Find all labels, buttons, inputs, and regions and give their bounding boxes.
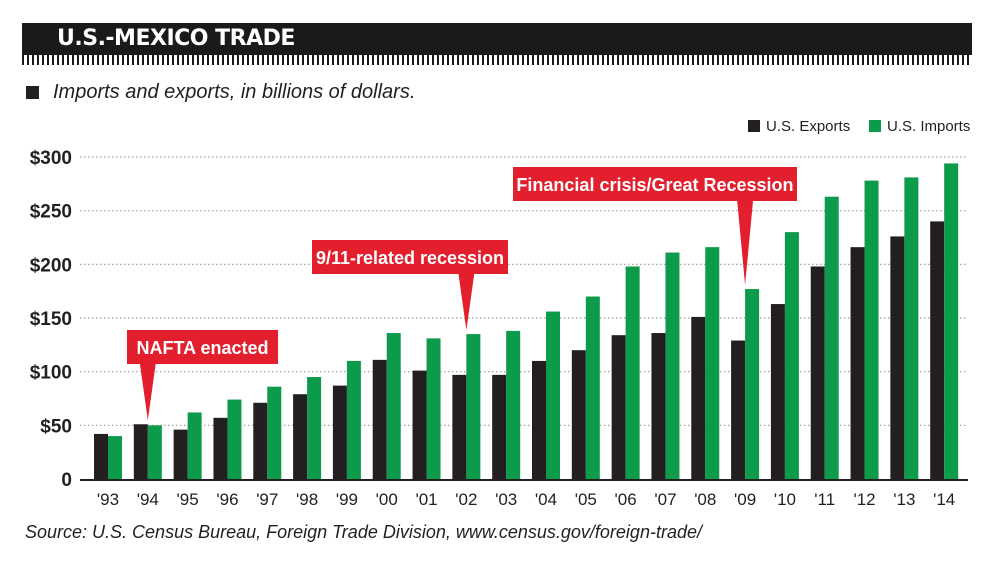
import-bar <box>426 338 441 479</box>
x-tick-label: '02 <box>455 490 477 509</box>
y-tick-label: $50 <box>40 416 72 437</box>
chart-subtitle: Imports and exports, in billions of doll… <box>53 80 416 103</box>
title-bar: U.S.-MEXICO TRADE <box>22 23 972 55</box>
x-tick-label: '97 <box>256 490 278 509</box>
import-bar <box>625 266 640 479</box>
legend-label-exports: U.S. Exports <box>766 118 850 135</box>
export-bar <box>810 266 825 479</box>
x-tick-label: '12 <box>853 490 875 509</box>
export-bar <box>332 385 347 479</box>
import-bar <box>506 330 521 479</box>
x-tick-label: '11 <box>814 490 835 509</box>
import-bar <box>904 177 919 480</box>
import-bar <box>665 252 680 479</box>
y-tick-label: $300 <box>30 148 72 169</box>
x-tick-label: '07 <box>654 490 676 509</box>
chart-title: U.S.-MEXICO TRADE <box>57 26 295 51</box>
import-bar <box>585 296 600 479</box>
callout-box <box>513 167 797 201</box>
square-bullet-icon <box>26 85 39 99</box>
y-tick-label: 0 <box>61 470 72 491</box>
x-tick-label: '99 <box>336 490 358 509</box>
import-bar <box>227 399 242 479</box>
callout-box <box>127 330 278 364</box>
import-bar <box>784 232 799 479</box>
export-bar <box>532 360 546 479</box>
export-bar <box>850 247 865 479</box>
export-bar <box>133 424 148 479</box>
x-tick-label: '98 <box>296 490 318 509</box>
title-comb-stripe <box>22 55 972 65</box>
y-tick-label: $100 <box>30 363 72 384</box>
export-bar <box>94 433 108 479</box>
source-note: Source: U.S. Census Bureau, Foreign Trad… <box>25 522 702 542</box>
legend-label-imports: U.S. Imports <box>887 118 970 135</box>
x-tick-label: '05 <box>575 490 597 509</box>
x-tick-label: '01 <box>415 490 437 509</box>
import-bar <box>745 289 760 479</box>
export-bar <box>571 350 586 479</box>
x-tick-label: '03 <box>495 490 517 509</box>
export-bar <box>651 333 666 479</box>
export-bar <box>611 335 626 479</box>
export-bar <box>930 221 945 479</box>
import-bar <box>187 412 202 479</box>
x-tick-label: '00 <box>376 490 398 509</box>
callout-text: Financial crisis/Great Recession <box>516 175 793 195</box>
export-bar <box>452 374 467 479</box>
x-tick-label: '93 <box>97 490 119 509</box>
x-tick-label: '09 <box>734 490 756 509</box>
x-tick-label: '04 <box>535 490 557 509</box>
y-tick-label: $250 <box>30 202 72 223</box>
x-tick-label: '96 <box>216 490 238 509</box>
import-bar <box>307 377 322 479</box>
export-bar <box>412 370 427 479</box>
export-bar <box>731 340 746 479</box>
callout-pointer <box>737 200 754 286</box>
x-tick-label: '10 <box>774 490 796 509</box>
export-bar <box>213 417 228 479</box>
import-bar <box>546 311 560 479</box>
import-bar <box>944 163 959 479</box>
export-bar <box>173 429 188 479</box>
export-bar <box>253 402 268 479</box>
x-tick-label: '08 <box>694 490 716 509</box>
import-bar <box>346 360 361 479</box>
export-bar <box>293 394 308 479</box>
import-bar <box>466 334 481 479</box>
y-tick-label: $200 <box>30 255 72 276</box>
x-tick-label: '06 <box>615 490 637 509</box>
callout-pointer <box>139 363 156 421</box>
x-tick-label: '14 <box>933 490 955 509</box>
export-bar <box>492 374 507 479</box>
callout-box <box>312 240 508 274</box>
x-tick-label: '95 <box>177 490 199 509</box>
legend-swatch-exports <box>748 120 760 132</box>
y-tick-label: $150 <box>30 309 72 330</box>
subtitle-row: Imports and exports, in billions of doll… <box>26 80 415 104</box>
import-bar <box>864 180 879 479</box>
export-bar <box>890 236 905 479</box>
callout-text: NAFTA enacted <box>136 338 268 358</box>
import-bar <box>386 333 401 479</box>
import-bar <box>267 386 282 479</box>
import-bar <box>147 425 162 479</box>
x-tick-label: '13 <box>893 490 915 509</box>
export-bar <box>691 316 706 479</box>
callout-text: 9/11-related recession <box>316 248 504 268</box>
x-tick-label: '94 <box>137 490 159 509</box>
import-bar <box>824 196 839 480</box>
import-bar <box>705 247 720 479</box>
legend-swatch-imports <box>869 120 881 132</box>
export-bar <box>372 359 387 479</box>
callout-pointer <box>458 273 475 331</box>
export-bar <box>770 304 785 479</box>
import-bar <box>108 436 122 479</box>
